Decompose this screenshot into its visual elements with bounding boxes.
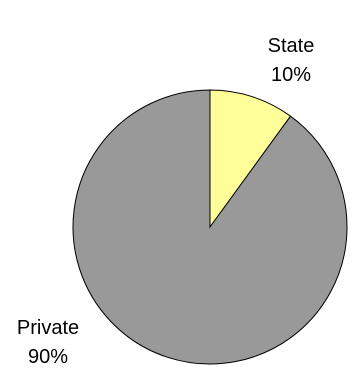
pie-slices — [72, 89, 348, 365]
slice-label-private-value: 90% — [28, 346, 68, 368]
slice-label-state-name: State — [268, 35, 315, 57]
slice-label-private-name: Private — [17, 317, 79, 339]
slice-label-state-value: 10% — [271, 64, 311, 86]
pie-slice-state — [209, 89, 292, 229]
pie-slice-private — [72, 89, 348, 365]
